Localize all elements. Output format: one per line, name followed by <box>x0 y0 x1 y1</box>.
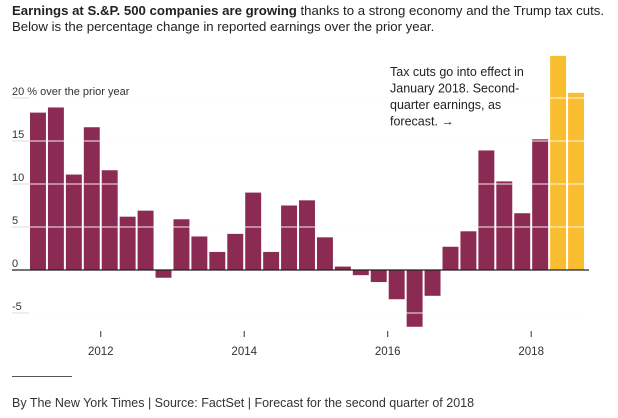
earnings-bar <box>173 219 190 270</box>
earnings-bar <box>334 266 351 270</box>
earnings-bar <box>478 150 495 270</box>
y-tick-label: 15 <box>12 129 24 141</box>
headline-rest: thanks to a strong economy and the Trump… <box>296 3 604 18</box>
earnings-bar <box>299 200 315 270</box>
earnings-bar <box>65 174 82 270</box>
earnings-bar <box>370 270 387 283</box>
tax-cut-annotation-line: Tax cuts go into effect in <box>390 65 524 79</box>
headline-line-1: Earnings at S.&P. 500 companies are grow… <box>12 3 604 18</box>
tax-cut-annotation-line: January 2018. Second- <box>390 82 519 96</box>
forecast-bar <box>568 92 584 270</box>
earnings-bar <box>101 170 118 270</box>
headline-line-2: Below is the percentage change in report… <box>12 19 435 34</box>
earnings-bar <box>209 251 226 270</box>
earnings-bar <box>532 139 549 270</box>
earnings-bar <box>442 246 459 270</box>
earnings-bar <box>83 127 100 271</box>
y-tick-label: 5 <box>12 215 18 227</box>
earnings-bar <box>137 210 154 270</box>
source-credit: By The New York Times | Source: FactSet … <box>12 396 475 410</box>
x-tick-label: 2016 <box>375 346 401 358</box>
chart-headline: Earnings at S.&P. 500 companies are grow… <box>12 3 612 35</box>
earnings-bar <box>460 231 477 270</box>
earnings-bar <box>352 270 369 276</box>
forecast-bar <box>550 55 567 270</box>
earnings-bar <box>388 270 405 300</box>
earnings-bar <box>514 213 531 270</box>
earnings-bar <box>263 251 280 270</box>
y-tick-label: 10 <box>12 172 24 184</box>
earnings-bar <box>424 270 441 296</box>
earnings-bar <box>245 192 262 270</box>
earnings-bar <box>191 236 208 270</box>
x-tick-label: 2018 <box>518 346 544 358</box>
y-tick-label: 0 <box>12 258 18 270</box>
y-unit-label: 20 % over the prior year <box>12 86 130 98</box>
footer-rule <box>12 376 72 377</box>
x-tick-label: 2014 <box>231 346 257 358</box>
earnings-bar <box>227 233 244 270</box>
y-tick-label: -5 <box>12 301 22 313</box>
earnings-bar <box>406 270 423 327</box>
earnings-bar <box>119 216 136 270</box>
earnings-bar <box>281 205 298 270</box>
tax-cut-annotation-line: forecast. → <box>390 115 454 129</box>
earnings-bar <box>155 270 172 278</box>
x-tick-label: 2012 <box>88 346 114 358</box>
headline-bold: Earnings at S.&P. 500 companies are grow… <box>12 3 297 18</box>
earnings-bar <box>47 107 64 271</box>
earnings-bar <box>30 112 46 271</box>
tax-cut-annotation-line: quarter earnings, as <box>390 98 501 112</box>
earnings-bar <box>316 237 333 270</box>
earnings-bar <box>496 181 513 270</box>
